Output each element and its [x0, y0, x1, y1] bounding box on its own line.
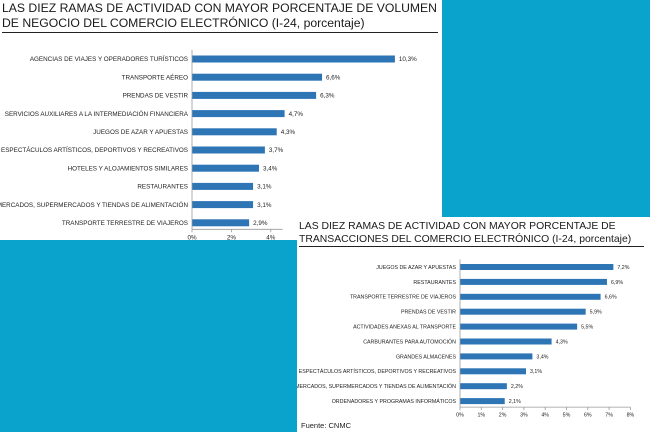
bar: [192, 73, 323, 81]
data-label: 4,3%: [556, 339, 568, 345]
data-label: 3,1%: [257, 184, 272, 191]
category-label: PRENDAS DE VESTIR: [401, 310, 456, 316]
category-label: TRANSPORTE AÉREO: [122, 72, 188, 81]
category-label: HIPERMERCADOS, SUPERMERCADOS Y TIENDAS D…: [297, 383, 456, 390]
bar: [460, 398, 505, 405]
data-label: 2,1%: [509, 399, 521, 405]
category-label: CARBURANTES PARA AUTOMOCIÓN: [363, 338, 456, 345]
bar: [460, 323, 578, 330]
data-label: 3,1%: [257, 202, 272, 209]
x-tick-label: 7%: [605, 412, 613, 418]
x-tick-label: 0%: [187, 235, 197, 240]
bar: [460, 338, 552, 345]
data-label: 4,7%: [289, 111, 304, 118]
data-label: 2,2%: [511, 384, 523, 390]
x-tick-label: 1%: [477, 412, 485, 418]
bar: [192, 128, 277, 136]
chart-panel-transacciones: LAS DIEZ RAMAS DE ACTIVIDAD CON MAYOR PO…: [297, 217, 650, 432]
bar: [460, 293, 601, 300]
chart-panel-volumen: LAS DIEZ RAMAS DE ACTIVIDAD CON MAYOR PO…: [0, 0, 442, 240]
x-tick-label: 4%: [541, 412, 549, 418]
category-label: ACTIVIDADES ANEXAS AL TRANSPORTE: [353, 324, 456, 330]
bar: [192, 219, 250, 227]
source-note: Fuente: CNMC: [301, 421, 352, 430]
x-tick-label: 5%: [563, 412, 571, 418]
x-tick-label: 2%: [499, 412, 507, 418]
bar: [460, 353, 533, 360]
data-label: 6,3%: [320, 93, 335, 100]
bar: [192, 201, 254, 209]
bar: [192, 55, 395, 63]
data-label: 10,3%: [399, 56, 417, 63]
category-label: ESPECTÁCULOS ARTÍSTICOS, DEPORTIVOS Y RE…: [1, 145, 188, 154]
category-label: TRANSPORTE TERRESTRE DE VIAJEROS: [350, 295, 457, 301]
category-label: GRANDES ALMACENES: [396, 354, 457, 360]
chart-title: LAS DIEZ RAMAS DE ACTIVIDAD CON MAYOR PO…: [2, 1, 438, 33]
data-label: 4,3%: [281, 129, 296, 136]
category-label: HIPERMERCADOS, SUPERMERCADOS Y TIENDAS D…: [0, 200, 188, 209]
bar: [460, 264, 614, 270]
category-label: ORDENADORES Y PROGRAMAS INFORMÁTICOS: [332, 398, 457, 405]
category-label: PRENDAS DE VESTIR: [123, 93, 189, 100]
data-label: 6,6%: [326, 74, 341, 81]
chart-title: LAS DIEZ RAMAS DE ACTIVIDAD CON MAYOR PO…: [299, 220, 644, 247]
x-tick-label: 0%: [456, 412, 464, 418]
category-label: JUEGOS DE AZAR Y APUESTAS: [93, 129, 188, 136]
x-tick-label: 6%: [584, 412, 592, 418]
data-label: 3,1%: [530, 369, 542, 375]
bar: [192, 91, 317, 99]
category-label: ESPECTÁCULOS ARTÍSTICOS, DEPORTIVOS Y RE…: [299, 368, 457, 375]
bar: [460, 308, 586, 315]
data-label: 5,9%: [590, 310, 602, 316]
bar: [460, 278, 607, 285]
category-label: SERVICIOS AUXILIARES A LA INTERMEDIACIÓN…: [5, 109, 189, 118]
data-label: 7,2%: [617, 265, 629, 271]
category-label: AGENCIAS DE VIAJES Y OPERADORES TURÍSTIC…: [30, 54, 188, 63]
data-label: 6,9%: [611, 280, 623, 286]
bar: [192, 146, 265, 154]
data-label: 3,4%: [263, 165, 278, 172]
x-tick-label: 2%: [227, 235, 237, 240]
data-label: 5,5%: [581, 324, 593, 330]
data-label: 6,6%: [605, 295, 617, 301]
category-label: RESTAURANTES: [137, 184, 188, 191]
category-label: TRANSPORTE TERRESTRE DE VIAJEROS: [62, 220, 188, 227]
bar: [460, 383, 507, 390]
x-tick-label: 8%: [627, 412, 635, 418]
data-label: 3,7%: [269, 147, 284, 154]
data-label: 2,9%: [253, 220, 268, 227]
category-label: RESTAURANTES: [413, 280, 456, 286]
x-tick-label: 3%: [520, 412, 528, 418]
bar-chart-transacciones: JUEGOS DE AZAR Y APUESTAS 7,2% RESTAURANTE…: [297, 259, 635, 418]
bar: [192, 110, 285, 118]
data-label: 3,4%: [536, 354, 548, 360]
bar: [460, 368, 527, 375]
bar: [192, 164, 259, 172]
x-tick-label: 4%: [266, 235, 276, 240]
category-label: HOTELES Y ALOJAMIENTOS SIMILARES: [68, 165, 188, 172]
bar: [192, 182, 254, 190]
category-label: JUEGOS DE AZAR Y APUESTAS: [376, 265, 456, 271]
bar-chart-volumen: AGENCIAS DE VIAJES Y OPERADORES TURÍSTIC…: [0, 49, 417, 240]
